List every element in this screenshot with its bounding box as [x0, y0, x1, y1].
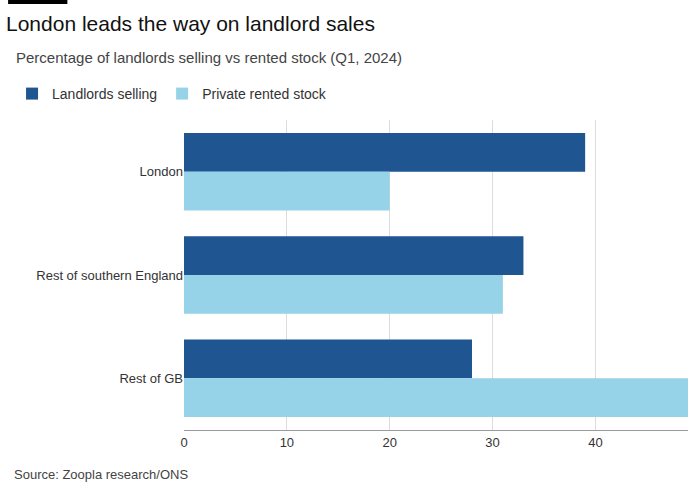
svg-text:London leads the way on landlo: London leads the way on landlord sales: [6, 12, 375, 35]
svg-text:London: London: [140, 164, 183, 179]
svg-text:10: 10: [280, 435, 294, 450]
svg-text:Private rented stock: Private rented stock: [202, 86, 327, 102]
svg-text:0: 0: [180, 435, 187, 450]
svg-text:40: 40: [588, 435, 602, 450]
svg-text:20: 20: [382, 435, 396, 450]
svg-text:30: 30: [485, 435, 499, 450]
svg-text:Percentage of landlords sellin: Percentage of landlords selling vs rente…: [16, 49, 402, 66]
svg-text:Rest of GB: Rest of GB: [119, 371, 183, 386]
svg-text:Rest of southern England: Rest of southern England: [36, 268, 183, 283]
svg-text:Landlords selling: Landlords selling: [52, 86, 157, 102]
svg-text:Source: Zoopla research/ONS: Source: Zoopla research/ONS: [14, 467, 188, 482]
